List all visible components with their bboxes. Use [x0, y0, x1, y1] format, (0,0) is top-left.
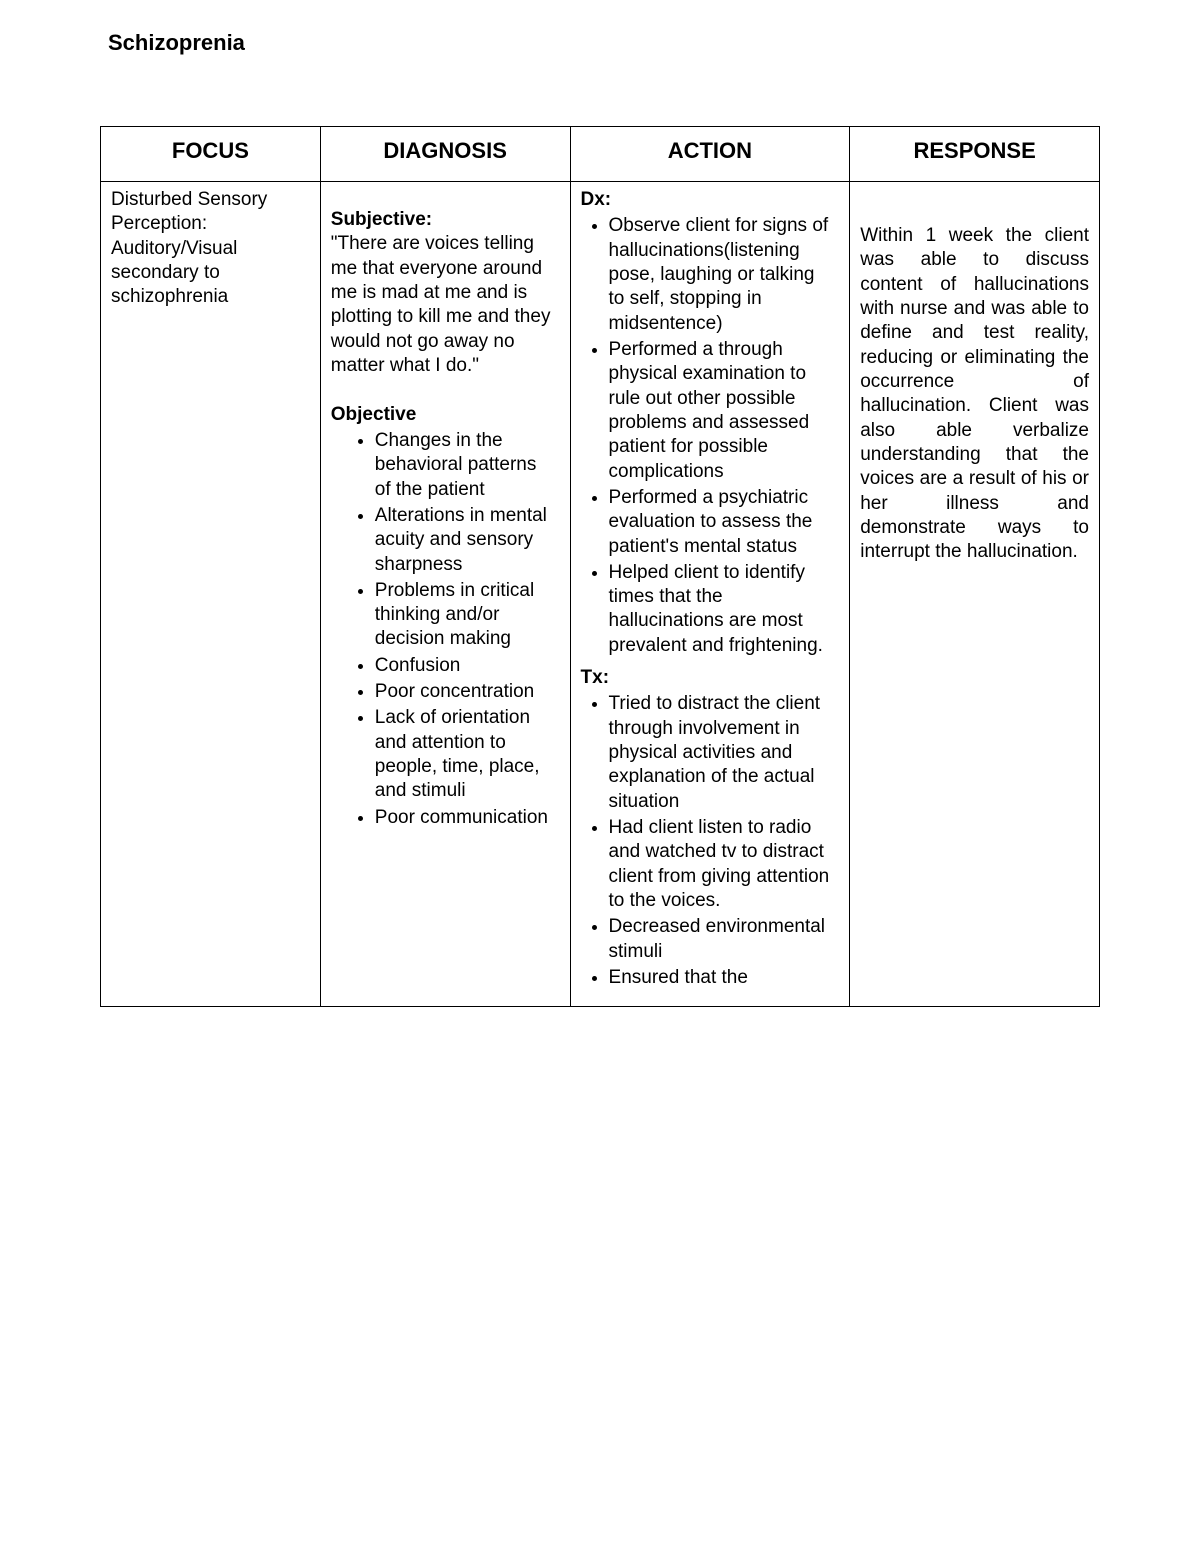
list-item: Poor concentration	[375, 680, 560, 704]
list-item: Performed a psychiatric evaluation to as…	[609, 486, 840, 559]
page-title: Schizoprenia	[108, 30, 1100, 56]
objective-list: Changes in the behavioral patterns of th…	[331, 429, 560, 830]
cell-action: Dx: Observe client for signs of hallucin…	[570, 182, 850, 1007]
list-item: Performed a through physical examination…	[609, 338, 840, 484]
cell-response: Within 1 week the client was able to dis…	[850, 182, 1100, 1007]
dx-list: Observe client for signs of hallucinatio…	[581, 214, 840, 658]
list-item: Alterations in mental acuity and sensory…	[375, 504, 560, 577]
list-item: Had client listen to radio and watched t…	[609, 816, 840, 913]
list-item: Problems in critical thinking and/or dec…	[375, 579, 560, 652]
list-item: Decreased environmental stimuli	[609, 915, 840, 964]
tx-list: Tried to distract the client through inv…	[581, 692, 840, 990]
list-item: Confusion	[375, 654, 560, 678]
document-page: Schizoprenia FOCUS DIAGNOSIS ACTION RESP…	[0, 0, 1200, 1553]
cell-diagnosis: Subjective: "There are voices telling me…	[320, 182, 570, 1007]
objective-label: Objective	[331, 403, 560, 427]
list-item: Observe client for signs of hallucinatio…	[609, 214, 840, 336]
list-item: Tried to distract the client through inv…	[609, 692, 840, 814]
list-item: Changes in the behavioral patterns of th…	[375, 429, 560, 502]
list-item: Helped client to identify times that the…	[609, 561, 840, 658]
response-text: Within 1 week the client was able to dis…	[860, 224, 1089, 564]
focus-text: Disturbed Sensory Perception: Auditory/V…	[111, 188, 310, 310]
dx-label: Dx:	[581, 188, 840, 212]
list-item: Ensured that the	[609, 966, 840, 990]
header-action: ACTION	[570, 127, 850, 182]
tx-label: Tx:	[581, 666, 840, 690]
subjective-label: Subjective:	[331, 208, 560, 232]
table-header-row: FOCUS DIAGNOSIS ACTION RESPONSE	[101, 127, 1100, 182]
header-focus: FOCUS	[101, 127, 321, 182]
list-item: Lack of orientation and attention to peo…	[375, 706, 560, 803]
table-row: Disturbed Sensory Perception: Auditory/V…	[101, 182, 1100, 1007]
header-response: RESPONSE	[850, 127, 1100, 182]
care-plan-table: FOCUS DIAGNOSIS ACTION RESPONSE Disturbe…	[100, 126, 1100, 1007]
subjective-text: "There are voices telling me that everyo…	[331, 232, 560, 378]
header-diagnosis: DIAGNOSIS	[320, 127, 570, 182]
cell-focus: Disturbed Sensory Perception: Auditory/V…	[101, 182, 321, 1007]
list-item: Poor communication	[375, 806, 560, 830]
